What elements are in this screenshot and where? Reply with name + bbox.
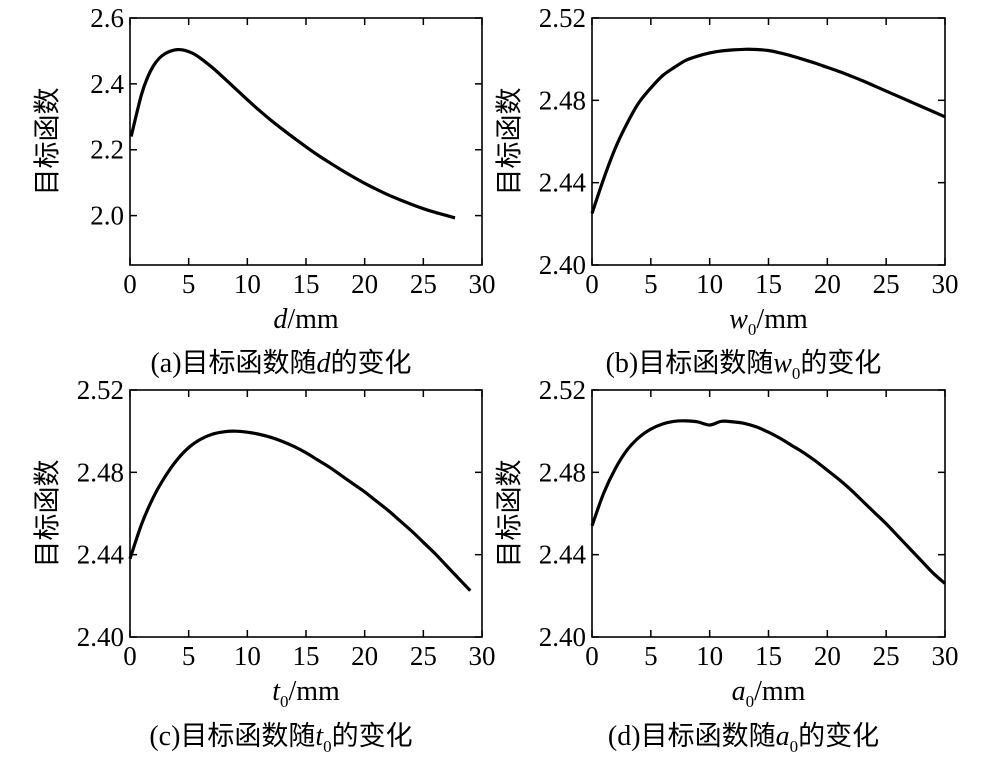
x-axis-label-var: t	[272, 676, 281, 707]
y-tick-label: 2.40	[539, 250, 586, 280]
y-tick-label: 2.48	[539, 85, 586, 115]
x-tick-label: 20	[814, 641, 841, 671]
y-tick-label: 2.2	[90, 135, 124, 165]
x-tick-label: 5	[644, 269, 658, 299]
x-tick-label: 30	[469, 641, 496, 671]
caption-suffix: 的变化	[332, 721, 413, 752]
x-tick-label: 0	[123, 641, 137, 671]
x-tick-label: 25	[410, 269, 437, 299]
x-tick-label: 5	[182, 269, 196, 299]
x-tick-label: 10	[234, 641, 261, 671]
x-axis-label-sub: 0	[746, 692, 755, 711]
x-tick-label: 5	[182, 641, 196, 671]
y-tick-label: 2.44	[539, 540, 587, 570]
y-tick-label: 2.40	[77, 622, 124, 652]
x-axis-label: d/mm	[273, 304, 339, 335]
caption-text: 目标函数随	[638, 348, 773, 379]
x-tick-label: 20	[351, 641, 378, 671]
y-tick-label: 2.52	[77, 375, 124, 405]
chart-panel-b: 0 5 10 15 20 25 302.402.442.482.52目标函数w0/mm(b)…	[495, 3, 959, 383]
y-tick-label: 2.52	[539, 3, 586, 33]
x-tick-label: 15	[293, 641, 320, 671]
x-tick-label: 30	[932, 641, 959, 671]
y-axis-label: 目标函数	[495, 88, 526, 196]
x-tick-label: 25	[873, 641, 900, 671]
caption-suffix: 的变化	[798, 721, 879, 752]
x-tick-label: 15	[293, 269, 320, 299]
x-tick-label: 10	[696, 641, 723, 671]
y-tick-label: 2.40	[539, 622, 586, 652]
x-axis-label: w0/mm	[729, 304, 808, 339]
x-axis-label-var: w	[729, 304, 748, 335]
y-tick-label: 2.0	[90, 201, 124, 231]
x-tick-label: 0	[585, 269, 599, 299]
panel-caption: (c)目标函数随t0的变化	[149, 721, 412, 756]
caption-prefix: (b)	[606, 348, 639, 379]
y-tick-label: 2.52	[539, 375, 586, 405]
caption-suffix: 的变化	[800, 348, 881, 379]
panel-caption: (a)目标函数随d的变化	[150, 348, 411, 379]
y-axis-label: 目标函数	[33, 88, 64, 196]
y-axis-label: 目标函数	[33, 460, 64, 568]
x-axis-label-var: d	[273, 304, 288, 335]
x-tick-label: 30	[469, 269, 496, 299]
y-tick-label: 2.4	[90, 69, 124, 99]
caption-text: 目标函数随	[182, 348, 317, 379]
x-axis-label-unit: /mm	[754, 676, 806, 707]
caption-sub: 0	[792, 364, 801, 383]
chart-panel-d: 0 5 10 15 20 25 302.402.442.482.52目标函数a0/mm(d)…	[495, 375, 959, 756]
caption-var: w	[773, 348, 792, 379]
x-tick-label: 20	[814, 269, 841, 299]
series-line	[590, 419, 947, 585]
caption-text: 目标函数随	[641, 721, 776, 752]
x-axis-label: t0/mm	[272, 676, 340, 711]
x-tick-label: 25	[873, 269, 900, 299]
caption-sub: 0	[323, 737, 332, 756]
x-axis-label-sub: 0	[280, 692, 289, 711]
x-tick-label: 25	[410, 641, 437, 671]
caption-var: d	[317, 348, 332, 379]
y-tick-label: 2.6	[90, 3, 124, 33]
y-tick-label: 2.44	[539, 168, 587, 198]
x-tick-label: 15	[755, 269, 782, 299]
x-axis-label-unit: /mm	[287, 304, 339, 335]
caption-text: 目标函数随	[180, 721, 315, 752]
chart-panel-a: 0 5 10 15 20 25 30 2.0 2.2 2.4 2.6 目标函数 d/mm (a)目标函数随…	[33, 3, 496, 379]
series-line	[128, 429, 472, 592]
caption-suffix: 的变化	[331, 348, 412, 379]
plot-frame	[129, 389, 483, 638]
series-line	[129, 47, 456, 220]
x-axis-label-unit: /mm	[288, 676, 340, 707]
y-tick-label: 2.48	[539, 457, 586, 487]
x-axis-label-sub: 0	[748, 320, 757, 339]
x-axis-label-var: a	[732, 676, 746, 707]
caption-prefix: (a)	[150, 348, 181, 379]
chart-panel-c: 0 5 10 15 20 25 302.402.442.482.52目标函数t0/mm(c)…	[33, 375, 496, 756]
x-tick-label: 0	[123, 269, 137, 299]
plot-frame	[129, 17, 483, 266]
y-tick-label: 2.44	[77, 540, 125, 570]
caption-prefix: (c)	[149, 721, 180, 752]
y-tick-label: 2.48	[77, 457, 124, 487]
x-tick-label: 30	[932, 269, 959, 299]
x-tick-label: 20	[351, 269, 378, 299]
caption-sub: 0	[790, 737, 799, 756]
x-tick-label: 5	[644, 641, 658, 671]
x-axis-label: a0/mm	[732, 676, 806, 711]
caption-var: a	[776, 721, 790, 752]
series-line	[590, 47, 946, 215]
caption-prefix: (d)	[608, 721, 641, 752]
x-tick-label: 10	[696, 269, 723, 299]
panel-caption: (b)目标函数随w0的变化	[606, 348, 882, 383]
y-axis-label: 目标函数	[495, 460, 526, 568]
caption-var: t	[315, 721, 324, 752]
plot-frame	[591, 17, 946, 266]
panel-caption: (d)目标函数随a0的变化	[608, 721, 879, 756]
x-tick-label: 0	[585, 641, 599, 671]
x-axis-label-unit: /mm	[756, 304, 808, 335]
plot-frame	[591, 389, 946, 638]
x-tick-label: 15	[755, 641, 782, 671]
x-tick-label: 10	[234, 269, 261, 299]
